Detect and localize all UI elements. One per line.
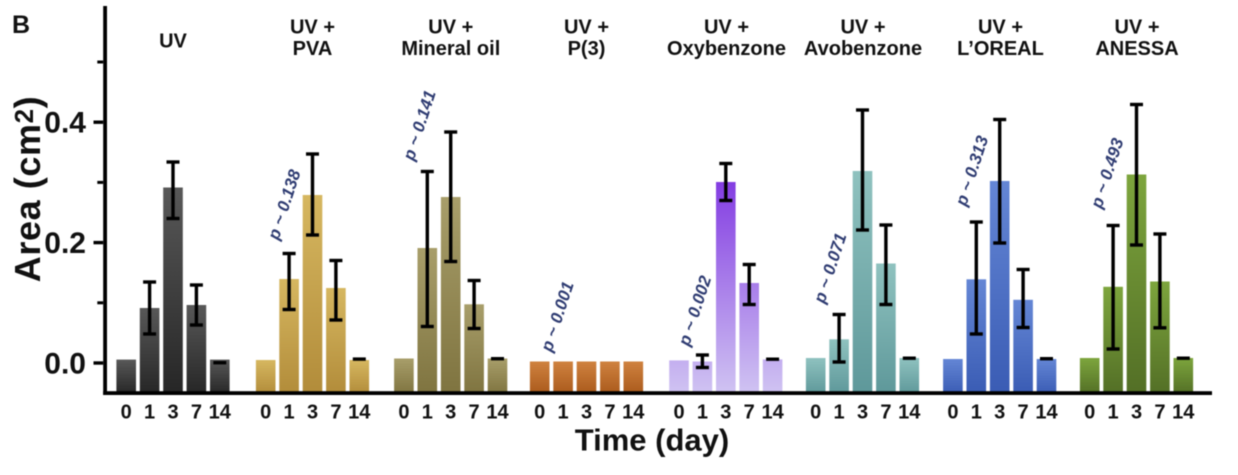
svg-text:7: 7: [330, 402, 341, 424]
svg-text:14: 14: [348, 402, 371, 424]
svg-text:UV +: UV +: [1114, 17, 1159, 39]
svg-text:P(3): P(3): [568, 38, 606, 60]
svg-text:L’OREAL: L’OREAL: [957, 38, 1044, 60]
svg-text:14: 14: [209, 402, 232, 424]
svg-text:0: 0: [1084, 402, 1095, 424]
svg-text:0: 0: [673, 402, 684, 424]
svg-text:Oxybenzone: Oxybenzone: [667, 38, 786, 60]
svg-text:14: 14: [1035, 402, 1058, 424]
svg-text:ANESSA: ANESSA: [1095, 38, 1178, 60]
svg-text:1: 1: [1108, 402, 1119, 424]
svg-text:0: 0: [121, 402, 132, 424]
svg-text:3: 3: [994, 402, 1005, 424]
svg-text:UV: UV: [159, 31, 187, 53]
svg-text:UV +: UV +: [428, 17, 473, 39]
svg-text:7: 7: [744, 402, 755, 424]
svg-text:PVA: PVA: [293, 38, 333, 60]
svg-text:1: 1: [284, 402, 295, 424]
svg-text:UV +: UV +: [978, 17, 1023, 39]
svg-text:7: 7: [1154, 402, 1165, 424]
svg-text:1: 1: [971, 402, 982, 424]
svg-text:0: 0: [398, 402, 409, 424]
svg-text:3: 3: [167, 402, 178, 424]
svg-text:3: 3: [581, 402, 592, 424]
svg-text:0.4: 0.4: [44, 107, 86, 140]
svg-text:1: 1: [834, 402, 845, 424]
svg-text:B: B: [12, 11, 30, 39]
svg-text:UV +: UV +: [564, 17, 609, 39]
svg-text:3: 3: [1131, 402, 1142, 424]
svg-text:3: 3: [857, 402, 868, 424]
svg-text:7: 7: [469, 402, 480, 424]
svg-text:3: 3: [445, 402, 456, 424]
svg-text:1: 1: [697, 402, 708, 424]
svg-text:UV +: UV +: [840, 17, 885, 39]
svg-text:7: 7: [1018, 402, 1029, 424]
svg-text:0: 0: [534, 402, 545, 424]
svg-text:0: 0: [947, 402, 958, 424]
svg-text:Time (day): Time (day): [575, 423, 729, 458]
svg-text:7: 7: [604, 402, 615, 424]
svg-text:1: 1: [144, 402, 155, 424]
svg-text:14: 14: [898, 402, 921, 424]
svg-text:UV +: UV +: [290, 17, 335, 39]
svg-text:0: 0: [260, 402, 271, 424]
svg-text:7: 7: [880, 402, 891, 424]
svg-text:0.0: 0.0: [44, 348, 86, 381]
svg-text:3: 3: [720, 402, 731, 424]
svg-text:14: 14: [486, 402, 509, 424]
svg-text:14: 14: [622, 402, 645, 424]
svg-text:7: 7: [191, 402, 202, 424]
svg-text:UV +: UV +: [704, 17, 749, 39]
svg-text:Area (cm2): Area (cm2): [7, 96, 48, 283]
svg-text:1: 1: [422, 402, 433, 424]
svg-text:3: 3: [307, 402, 318, 424]
svg-text:14: 14: [1172, 402, 1195, 424]
svg-text:Avobenzone: Avobenzone: [804, 38, 922, 60]
svg-text:1: 1: [558, 402, 569, 424]
svg-text:0: 0: [810, 402, 821, 424]
svg-text:Mineral oil: Mineral oil: [401, 38, 500, 60]
svg-text:14: 14: [761, 402, 784, 424]
svg-text:0.2: 0.2: [44, 227, 86, 260]
